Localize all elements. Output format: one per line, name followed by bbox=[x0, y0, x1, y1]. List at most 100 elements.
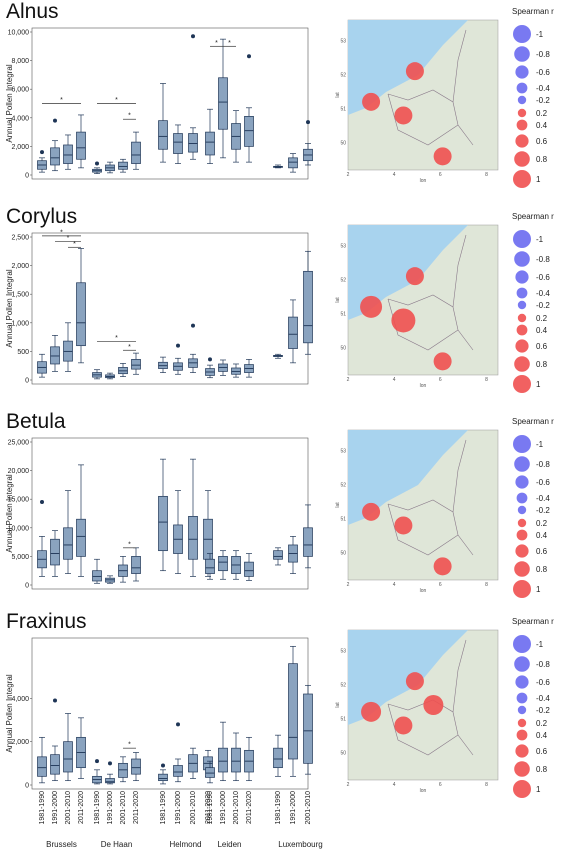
legend: Spearman r -1 -0.8 -0.6 -0.4 -0.2 0.2 0.4 0.6 0.8… bbox=[512, 7, 554, 188]
legend-swatch bbox=[516, 324, 528, 336]
y-tick-label: 4,000 bbox=[11, 115, 29, 122]
y-tick-label: 0 bbox=[25, 173, 29, 180]
box-helmond-1991-2000 bbox=[173, 722, 183, 783]
x-tick-label: 2011-2020 bbox=[205, 791, 212, 824]
legend-swatch bbox=[517, 300, 527, 310]
correlation-point bbox=[391, 308, 416, 333]
correlation-point bbox=[360, 295, 383, 318]
map-xlabel: lon bbox=[420, 588, 427, 594]
box-brussels-1991-2000 bbox=[50, 335, 60, 372]
outlier-point bbox=[176, 722, 180, 727]
box-iqr bbox=[288, 316, 298, 349]
box-leiden-1981-1990 bbox=[205, 108, 215, 164]
legend-swatch bbox=[514, 761, 530, 777]
legend-swatch bbox=[515, 475, 529, 489]
legend-label: -0.4 bbox=[536, 494, 550, 503]
map-lon-tick: 6 bbox=[439, 782, 442, 788]
site-label: Brussels bbox=[46, 840, 77, 849]
box-iqr bbox=[303, 527, 313, 557]
x-tick-label: 1981-1990 bbox=[39, 791, 46, 825]
legend-label: -0.8 bbox=[536, 255, 550, 264]
y-tick-label: 2,000 bbox=[11, 144, 29, 151]
site-label: Luxembourg bbox=[278, 840, 322, 849]
legend-label: 1 bbox=[536, 380, 541, 389]
box-brussels-2011-2020 bbox=[76, 717, 86, 779]
legend-label: 0.4 bbox=[536, 731, 548, 740]
legend-label: 0.6 bbox=[536, 342, 548, 351]
box-de-haan-2011-2020 bbox=[131, 547, 141, 582]
legend-label: -1 bbox=[536, 640, 544, 649]
legend-label: -0.6 bbox=[536, 478, 550, 487]
x-tick-label: 2011-2020 bbox=[78, 791, 85, 824]
legend-swatch bbox=[516, 287, 528, 299]
map-lat-tick: 52 bbox=[340, 683, 346, 689]
map-xlabel: lon bbox=[420, 383, 427, 389]
outlier-point bbox=[53, 698, 57, 703]
box-helmond-1991-2000 bbox=[173, 343, 183, 375]
box-de-haan-2011-2020 bbox=[131, 131, 141, 170]
correlation-point bbox=[433, 557, 452, 576]
significance-star: * bbox=[215, 40, 218, 47]
map-lat-tick: 52 bbox=[340, 278, 346, 284]
plot-frame bbox=[31, 27, 309, 180]
x-tick-label: 2001-2010 bbox=[190, 791, 197, 825]
box-luxembourg-1991-2000 bbox=[288, 536, 298, 574]
legend-swatch bbox=[515, 270, 529, 284]
legend-swatch bbox=[514, 656, 530, 672]
correlation-point bbox=[433, 352, 452, 371]
map-lon-tick: 2 bbox=[347, 172, 350, 178]
map-lat-tick: 51 bbox=[340, 717, 346, 723]
outlier-point bbox=[161, 763, 165, 768]
outlier-point bbox=[95, 759, 99, 764]
y-tick-label: 500 bbox=[17, 349, 29, 356]
legend-label: -0.4 bbox=[536, 289, 550, 298]
y-tick-label: 1,000 bbox=[11, 320, 29, 327]
box-iqr bbox=[92, 570, 102, 582]
legend-label: 0.6 bbox=[536, 747, 548, 756]
box-de-haan-2001-2010 bbox=[118, 363, 128, 377]
legend-swatch bbox=[514, 151, 530, 167]
legend: Spearman r -1 -0.8 -0.6 -0.4 -0.2 0.2 0.4 0.6 0.8… bbox=[512, 617, 554, 798]
box-leiden-2001-2010 bbox=[231, 363, 241, 378]
legend-label: -0.8 bbox=[536, 460, 550, 469]
box-iqr bbox=[231, 747, 241, 773]
box-iqr bbox=[218, 556, 228, 572]
boxplot: Annual Pollen Integral 0 500 1,000 1,500 2,00… bbox=[5, 229, 313, 385]
taxon-title: Corylus bbox=[6, 205, 78, 228]
correlation-point bbox=[433, 147, 452, 166]
legend-swatch bbox=[516, 529, 528, 541]
outlier-point bbox=[108, 761, 112, 766]
y-tick-label: 25,000 bbox=[8, 440, 30, 447]
box-iqr bbox=[105, 778, 115, 784]
box-iqr bbox=[50, 754, 60, 775]
y-axis-label: Annual Pollen Integral bbox=[5, 269, 14, 348]
y-axis-label: Annual Pollen Integral bbox=[5, 674, 14, 753]
map-lon-tick: 2 bbox=[347, 582, 350, 588]
map: 50 51 52 53 2 4 6 8 lon lat bbox=[335, 221, 506, 389]
box-iqr bbox=[218, 747, 228, 773]
map-lat-tick: 51 bbox=[340, 312, 346, 318]
box-brussels-2001-2010 bbox=[63, 322, 73, 372]
significance-star: * bbox=[67, 235, 70, 242]
significance-star: * bbox=[128, 742, 131, 749]
x-tick-label: 2011-2020 bbox=[133, 791, 140, 824]
plot-frame bbox=[31, 437, 309, 590]
legend-label: 0.8 bbox=[536, 565, 548, 574]
legend-swatch bbox=[515, 339, 529, 353]
box-de-haan-1981-1990 bbox=[92, 759, 102, 785]
y-axis-label: Annual Pollen Integral bbox=[5, 474, 14, 553]
box-leiden-1981-1990 bbox=[205, 553, 215, 580]
x-tick-label: 1991-2000 bbox=[52, 791, 59, 825]
legend-label: 0.2 bbox=[536, 719, 548, 728]
map-border bbox=[387, 499, 474, 556]
map-lat-tick: 53 bbox=[340, 648, 346, 654]
box-iqr bbox=[158, 773, 168, 782]
box-leiden-2011-2020 bbox=[244, 736, 254, 782]
x-tick-label: 1981-1990 bbox=[94, 791, 101, 825]
box-helmond-2001-2010 bbox=[188, 34, 198, 160]
map-border bbox=[387, 503, 459, 556]
significance-star: * bbox=[128, 344, 131, 351]
significance-star: * bbox=[228, 40, 231, 47]
box-helmond-1981-1990 bbox=[158, 83, 168, 163]
x-tick-label: 2001-2010 bbox=[65, 791, 72, 825]
